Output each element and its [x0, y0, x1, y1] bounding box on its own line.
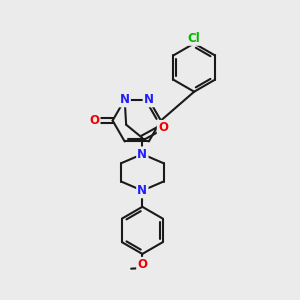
Text: O: O — [89, 114, 99, 127]
Text: N: N — [120, 93, 130, 106]
Text: N: N — [137, 184, 147, 197]
Text: N: N — [137, 148, 147, 160]
Text: O: O — [158, 121, 168, 134]
Text: Cl: Cl — [188, 32, 200, 45]
Text: N: N — [144, 93, 154, 106]
Text: O: O — [137, 258, 147, 271]
